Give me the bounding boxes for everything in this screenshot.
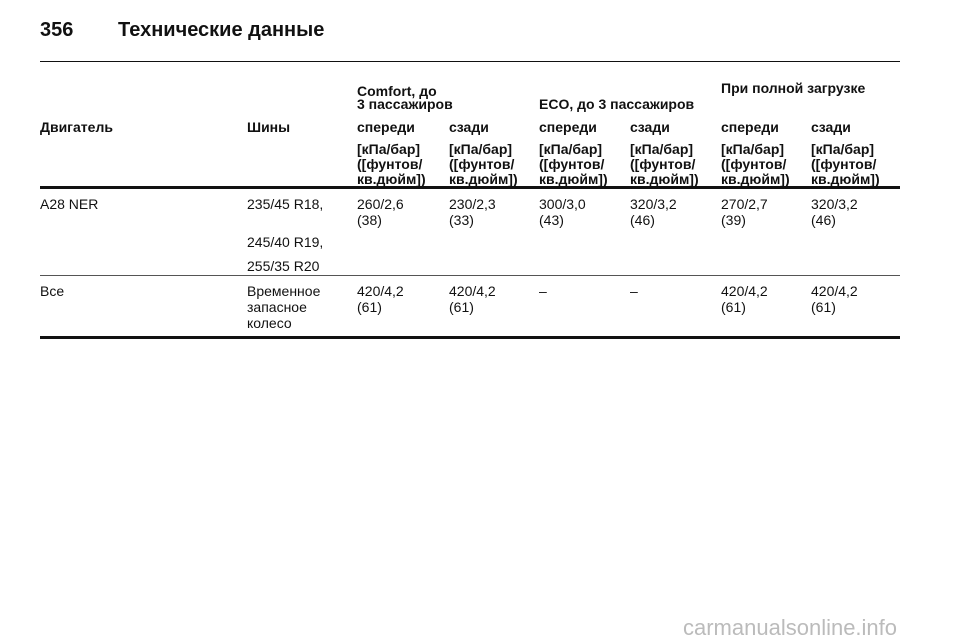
group-header: Comfort, до — [357, 83, 437, 99]
pressure-cell: 230/2,3 — [449, 196, 496, 212]
unit-header: ([фунтов/ — [630, 156, 696, 172]
pressure-cell: 420/4,2 — [721, 283, 768, 299]
pressure-cell: 320/3,2 — [630, 196, 677, 212]
unit-header: [кПа/бар] — [721, 141, 785, 157]
tire-cell: 235/45 R18, — [247, 196, 324, 212]
pressure-cell: (46) — [630, 212, 655, 228]
pressure-cell: (61) — [811, 299, 836, 315]
column-header: Шины — [247, 119, 291, 135]
pressure-cell: – — [630, 283, 638, 299]
column-header: сзади — [449, 119, 489, 135]
unit-header: кв.дюйм]) — [357, 171, 426, 187]
page-title: Технические данные — [118, 19, 325, 41]
column-header: спереди — [357, 119, 415, 135]
watermark: carmanualsonline.info — [683, 615, 898, 640]
unit-header: кв.дюйм]) — [721, 171, 790, 187]
column-header: спереди — [539, 119, 597, 135]
group-header: При полной загрузке — [721, 80, 866, 96]
pressure-cell: (38) — [357, 212, 382, 228]
pressure-cell: 270/2,7 — [721, 196, 768, 212]
pressure-cell: 420/4,2 — [811, 283, 858, 299]
pressure-cell: (46) — [811, 212, 836, 228]
pressure-cell: 300/3,0 — [539, 196, 586, 212]
unit-header: кв.дюйм]) — [811, 171, 880, 187]
unit-header: ([фунтов/ — [811, 156, 877, 172]
tire-cell: Временное — [247, 283, 321, 299]
unit-header: кв.дюйм]) — [449, 171, 518, 187]
tire-cell: 245/40 R19, — [247, 234, 324, 250]
unit-header: [кПа/бар] — [449, 141, 513, 157]
column-header: Двигатель — [40, 119, 113, 135]
pressure-cell: 420/4,2 — [449, 283, 496, 299]
unit-header: кв.дюйм]) — [630, 171, 699, 187]
top-rule — [40, 61, 900, 62]
tire-cell: 255/35 R20 — [247, 258, 320, 274]
tire-cell: запасное — [247, 299, 307, 315]
tire-cell: колесо — [247, 315, 292, 331]
column-header: сзади — [811, 119, 851, 135]
unit-header: кв.дюйм]) — [539, 171, 608, 187]
pressure-cell: (61) — [721, 299, 746, 315]
unit-header: [кПа/бар] — [357, 141, 421, 157]
pressure-cell: 260/2,6 — [357, 196, 404, 212]
unit-header: ([фунтов/ — [539, 156, 605, 172]
unit-header: ([фунтов/ — [721, 156, 787, 172]
pressure-cell: (61) — [449, 299, 474, 315]
page-number: 356 — [40, 19, 74, 41]
bottom-rule — [40, 336, 900, 339]
unit-header: [кПа/бар] — [811, 141, 875, 157]
column-header: сзади — [630, 119, 670, 135]
unit-header: [кПа/бар] — [630, 141, 694, 157]
engine-cell: A28 NER — [40, 196, 99, 212]
group-header: ECO, до 3 пассажиров — [539, 96, 695, 112]
unit-header: ([фунтов/ — [449, 156, 515, 172]
engine-cell: Все — [40, 283, 65, 299]
pressure-cell: 420/4,2 — [357, 283, 404, 299]
group-header: 3 пассажиров — [357, 96, 453, 112]
pressure-cell: – — [539, 283, 547, 299]
pressure-cell: (43) — [539, 212, 564, 228]
pressure-cell: (33) — [449, 212, 474, 228]
pressure-cell: (39) — [721, 212, 746, 228]
unit-header: ([фунтов/ — [357, 156, 423, 172]
row-rule — [40, 275, 900, 276]
pressure-cell: 320/3,2 — [811, 196, 858, 212]
pressure-cell: (61) — [357, 299, 382, 315]
header-rule — [40, 186, 900, 189]
column-header: спереди — [721, 119, 779, 135]
unit-header: [кПа/бар] — [539, 141, 603, 157]
